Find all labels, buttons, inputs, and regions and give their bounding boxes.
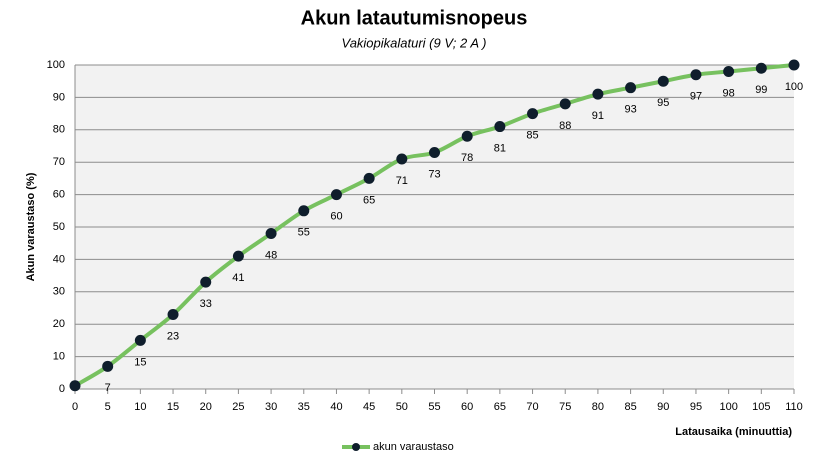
x-tick-label: 70 [526,401,538,413]
data-point [134,334,146,346]
data-point [788,59,800,71]
data-point [232,250,244,262]
data-point [102,360,114,372]
data-label: 98 [723,87,735,99]
x-tick-label: 10 [134,401,146,413]
data-label: 71 [396,175,408,187]
data-point [559,98,571,110]
data-point [723,65,735,77]
data-point [298,205,310,217]
chart-title: Akun latautumisnopeus [301,7,528,29]
data-point [396,153,408,165]
data-label: 91 [592,110,604,122]
data-label: 88 [559,120,571,132]
data-point [625,82,637,94]
data-label: 23 [167,330,179,342]
data-point [527,108,539,120]
data-label: 73 [428,168,440,180]
data-label: 55 [298,227,310,239]
legend-marker [352,443,360,451]
data-label: 60 [330,211,342,223]
y-tick-label: 70 [53,156,65,168]
data-label: 100 [785,81,803,93]
data-label: 78 [461,152,473,164]
data-label: 85 [526,130,538,142]
x-tick-label: 110 [785,401,803,413]
data-point [755,62,767,74]
data-label: 33 [200,298,212,310]
data-point [657,75,669,87]
x-tick-label: 35 [298,401,310,413]
x-tick-label: 95 [690,401,702,413]
chart-subtitle: Vakiopikalaturi (9 V; 2 A ) [342,35,487,50]
data-point [200,276,212,288]
data-point [330,189,342,201]
x-tick-label: 30 [265,401,277,413]
y-tick-label: 60 [53,189,65,201]
x-tick-label: 0 [72,401,78,413]
y-tick-label: 30 [53,286,65,298]
y-tick-label: 10 [53,351,65,363]
x-tick-label: 85 [624,401,636,413]
x-tick-label: 60 [461,401,473,413]
y-tick-label: 0 [59,383,65,395]
x-axis-label: Latausaika (minuuttia) [675,426,792,438]
y-tick-label: 50 [53,221,65,233]
data-point [494,121,506,133]
data-label: 15 [134,356,146,368]
x-tick-label: 5 [105,401,111,413]
x-tick-label: 25 [232,401,244,413]
data-label: 93 [624,104,636,116]
data-point [363,172,375,184]
x-tick-label: 90 [657,401,669,413]
x-tick-label: 45 [363,401,375,413]
data-point [69,380,81,392]
x-tick-label: 50 [396,401,408,413]
data-label: 99 [755,84,767,96]
data-label: 7 [105,382,111,394]
data-label: 65 [363,194,375,206]
x-tick-label: 105 [752,401,770,413]
y-tick-label: 80 [53,124,65,136]
x-tick-label: 40 [330,401,342,413]
x-tick-label: 100 [719,401,737,413]
x-tick-label: 55 [428,401,440,413]
y-axis-label: Akun varaustaso (%) [25,172,37,281]
data-point [461,130,473,142]
data-label: 97 [690,91,702,103]
x-tick-label: 15 [167,401,179,413]
x-tick-label: 65 [494,401,506,413]
data-label: 81 [494,142,506,154]
data-point [592,88,604,100]
y-tick-label: 40 [53,253,65,265]
y-tick-label: 100 [47,59,65,71]
data-point [167,308,179,320]
x-tick-label: 20 [200,401,212,413]
legend-label: akun varaustaso [373,441,454,453]
data-label: 41 [232,272,244,284]
y-tick-label: 20 [53,318,65,330]
data-point [690,69,702,81]
x-tick-label: 80 [592,401,604,413]
x-tick-label: 75 [559,401,571,413]
data-label: 48 [265,249,277,261]
data-point [429,146,440,158]
y-tick-label: 90 [53,91,65,103]
data-point [265,227,277,239]
data-label: 95 [657,97,669,109]
